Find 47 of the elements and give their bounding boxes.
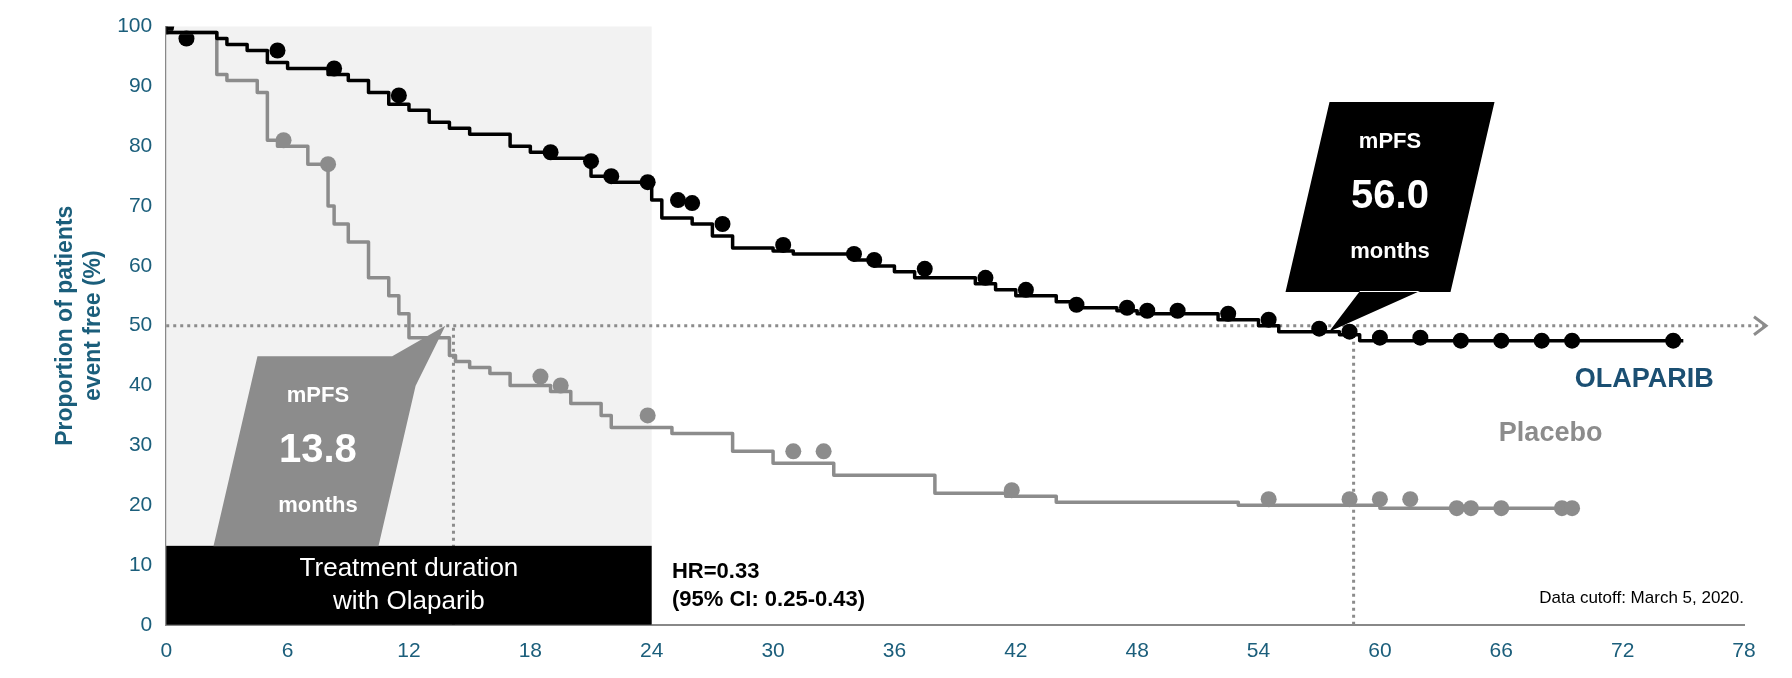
x-tick-label: 30 [761,638,785,662]
y-tick-label: 80 [128,133,153,157]
y-axis-title: Proportion of patients event free (%) [51,205,105,446]
x-tick-label: 48 [1125,638,1149,662]
text: Placebo [1498,416,1603,447]
point [532,368,549,385]
y-tick-label: 30 [128,432,153,456]
x-tick-label: 42 [1004,638,1028,662]
annotation: mPFS 13.8 months [278,382,358,518]
annotation: mPFS 56.0 months [1350,127,1430,263]
y-tick-label: 50 [128,312,153,336]
point [670,192,686,209]
y-tick-label: 20 [128,491,153,515]
point [639,407,656,424]
point [390,87,407,104]
point [916,260,933,277]
point [785,443,802,460]
x-tick-label: 0 [160,638,173,662]
point [1402,491,1419,508]
point [684,195,701,212]
series-label: OLAPARIB [1574,362,1714,393]
x-tick-label: 54 [1246,638,1271,662]
callout-box: mPFS 56.0 months [1285,102,1495,332]
x-tick-label: 66 [1489,638,1513,662]
point [714,216,731,233]
x-tick-label: 36 [882,638,907,662]
x-tick-label: 72 [1610,638,1635,662]
x-tick-label: 24 [640,638,664,662]
y-tick-label: 90 [128,73,153,97]
y-tick-label: 0 [140,611,153,635]
x-tick-label: 6 [281,638,294,662]
point [815,443,832,460]
annotation: Treatment duration with Olaparib [299,551,519,615]
label-box: Treatment duration with Olaparib [166,545,652,625]
y-tick-label: 40 [128,372,153,396]
x-tick-label: 60 [1368,638,1392,662]
annotation: HR=0.33 (95% CI: 0.25-0.43) [671,558,866,612]
x-tick-label: 12 [397,638,421,662]
x-tick-label: 78 [1732,638,1756,662]
x-tick-label: 18 [518,638,543,662]
annotation: Data cutoff: March 5, 2020. [1539,587,1744,607]
point [269,42,286,59]
y-tick-label: 10 [128,551,153,575]
y-tick-label: 60 [128,252,153,276]
y-tick-label: 70 [128,192,153,216]
y-tick-label: 100 [117,13,153,37]
callout-box: mPFS 13.8 months [213,325,446,547]
